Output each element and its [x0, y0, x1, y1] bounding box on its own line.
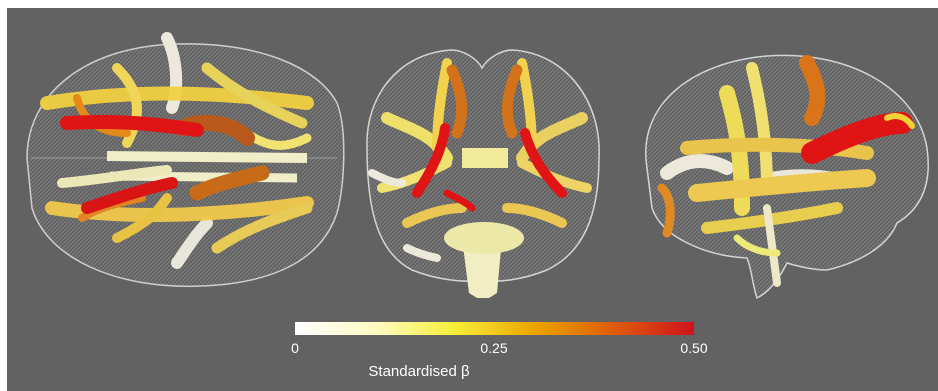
render-background: 0 0.25 0.50 Standardised β	[7, 8, 938, 391]
coronal-view	[366, 49, 600, 298]
axial-view	[26, 32, 345, 288]
sagittal-view	[645, 54, 929, 300]
brain-renderings	[26, 32, 929, 300]
